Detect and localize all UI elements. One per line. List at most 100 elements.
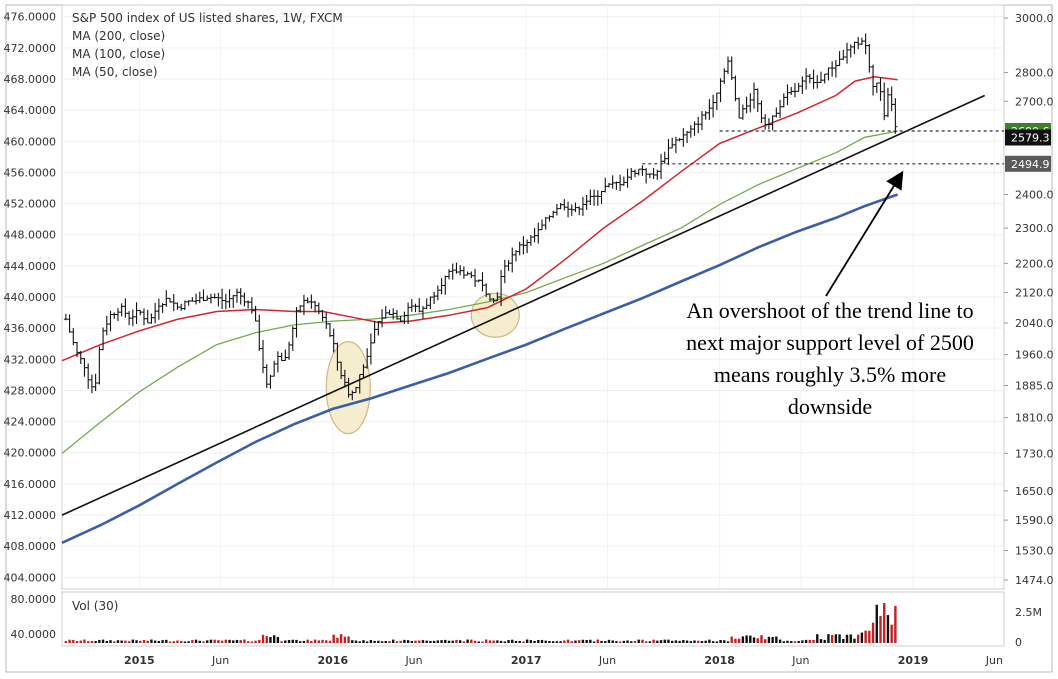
left-tick-label-9: 440.0000: [4, 291, 57, 304]
volume-bar-139: [581, 639, 585, 643]
volume-bar-86: [384, 641, 387, 643]
volume-bar-206: [830, 634, 834, 643]
x-tick-label-4: 2017: [511, 654, 542, 667]
volume-bar-156: [644, 641, 648, 643]
left-tick-label-18: 404.0000: [4, 571, 57, 584]
volume-bar-78: [354, 640, 358, 643]
volume-bar-54: [265, 636, 268, 643]
volume-bar-196: [793, 641, 797, 643]
volume-bar-80: [362, 640, 365, 643]
volume-bar-116: [496, 640, 499, 643]
volume-bar-219: [879, 616, 882, 643]
volume-bar-148: [615, 641, 618, 643]
left-tick-label-15: 416.0000: [4, 478, 57, 491]
volume-bar-178: [726, 641, 730, 643]
volume-bar-174: [711, 641, 715, 643]
left-tick-label-10: 436.0000: [4, 322, 57, 335]
volume-right-tick-1: 0: [1015, 636, 1022, 649]
volume-bar-218: [875, 604, 878, 643]
volume-bar-3: [75, 641, 79, 643]
volume-bar-203: [819, 639, 823, 643]
volume-bar-123: [522, 641, 525, 643]
volume-bar-49: [246, 641, 250, 643]
left-tick-label-13: 424.0000: [4, 416, 57, 429]
volume-bar-112: [481, 641, 484, 643]
x-tick-label-1: Jun: [211, 654, 229, 667]
volume-bar-216: [868, 630, 871, 643]
volume-bar-10: [101, 639, 105, 643]
volume-bar-127: [537, 640, 540, 643]
volume-bar-21: [142, 640, 146, 643]
volume-bar-149: [618, 641, 622, 643]
volume-bar-87: [388, 640, 391, 643]
volume-bar-105: [455, 639, 458, 643]
volume-bar-213: [856, 634, 860, 643]
right-tick-label-6: 2120.0: [1015, 287, 1054, 300]
volume-bar-150: [622, 640, 626, 643]
volume-bar-98: [429, 640, 432, 643]
volume-bar-103: [447, 640, 451, 643]
left-tick-label-8: 444.0000: [4, 260, 57, 273]
volume-bar-129: [544, 640, 547, 643]
volume-bar-135: [566, 639, 570, 643]
volume-bar-138: [577, 640, 581, 643]
volume-bar-169: [693, 640, 696, 643]
volume-bar-65: [306, 639, 309, 643]
volume-bar-197: [797, 640, 800, 643]
volume-bar-60: [287, 640, 291, 643]
volume-bar-208: [838, 634, 841, 643]
volume-bar-160: [659, 640, 663, 643]
volume-bar-35: [194, 639, 198, 643]
volume-bar-31: [179, 640, 183, 643]
volume-left-tick-0: 80.0000: [11, 593, 57, 606]
volume-bar-210: [845, 634, 849, 643]
x-tick-label-7: Jun: [791, 654, 809, 667]
legend-ma200: MA (200, close): [72, 29, 165, 43]
volume-bar-109: [470, 639, 473, 643]
volume-bar-20: [139, 640, 142, 643]
volume-bar-120: [511, 639, 514, 643]
volume-bar-57: [276, 636, 280, 643]
volume-bar-146: [607, 639, 611, 643]
right-tick-label-9: 1885.0: [1015, 379, 1054, 392]
volume-bar-39: [209, 639, 213, 643]
volume-bar-182: [741, 636, 745, 643]
right-tick-label-2: 2700.0: [1015, 95, 1054, 108]
volume-bar-177: [723, 640, 726, 643]
right-tick-label-1: 2800.0: [1015, 67, 1054, 80]
volume-bar-162: [667, 639, 670, 643]
volume-bar-102: [444, 639, 447, 643]
moving-averages: [61, 76, 899, 544]
volume-bar-119: [507, 639, 510, 643]
left-tick-label-17: 408.0000: [4, 540, 57, 553]
volume-bar-70: [325, 640, 328, 643]
volume-bar-19: [135, 640, 138, 643]
right-tick-label-12: 1650.0: [1015, 485, 1054, 498]
volume-bar-9: [98, 639, 101, 643]
volume-bar-96: [421, 640, 425, 643]
volume-bar-18: [131, 639, 135, 643]
support-levels: [642, 130, 1004, 165]
volume-bar-113: [485, 639, 488, 643]
left-tick-label-0: 476.0000: [4, 11, 57, 24]
volume-bar-201: [812, 639, 815, 643]
volume-bar-32: [183, 641, 187, 643]
volume-bar-214: [860, 632, 864, 643]
volume-bar-144: [600, 640, 603, 643]
volume-bar-165: [678, 640, 681, 643]
volume-bar-190: [771, 636, 774, 643]
price-bars: [63, 33, 898, 401]
volume-bar-88: [392, 639, 395, 643]
annotation-line-1: An overshoot of the trend line to: [686, 298, 973, 323]
volume-bar-211: [849, 634, 852, 643]
right-tick-label-3: 2400.0: [1015, 188, 1054, 201]
volume-bar-106: [458, 640, 462, 643]
volume-bar-142: [592, 641, 596, 643]
volume-bar-29: [172, 641, 175, 643]
volume-bar-141: [589, 639, 592, 643]
volume-bar-71: [328, 640, 332, 643]
volume-bar-41: [217, 640, 220, 643]
right-tick-label-15: 1474.0: [1015, 574, 1054, 587]
